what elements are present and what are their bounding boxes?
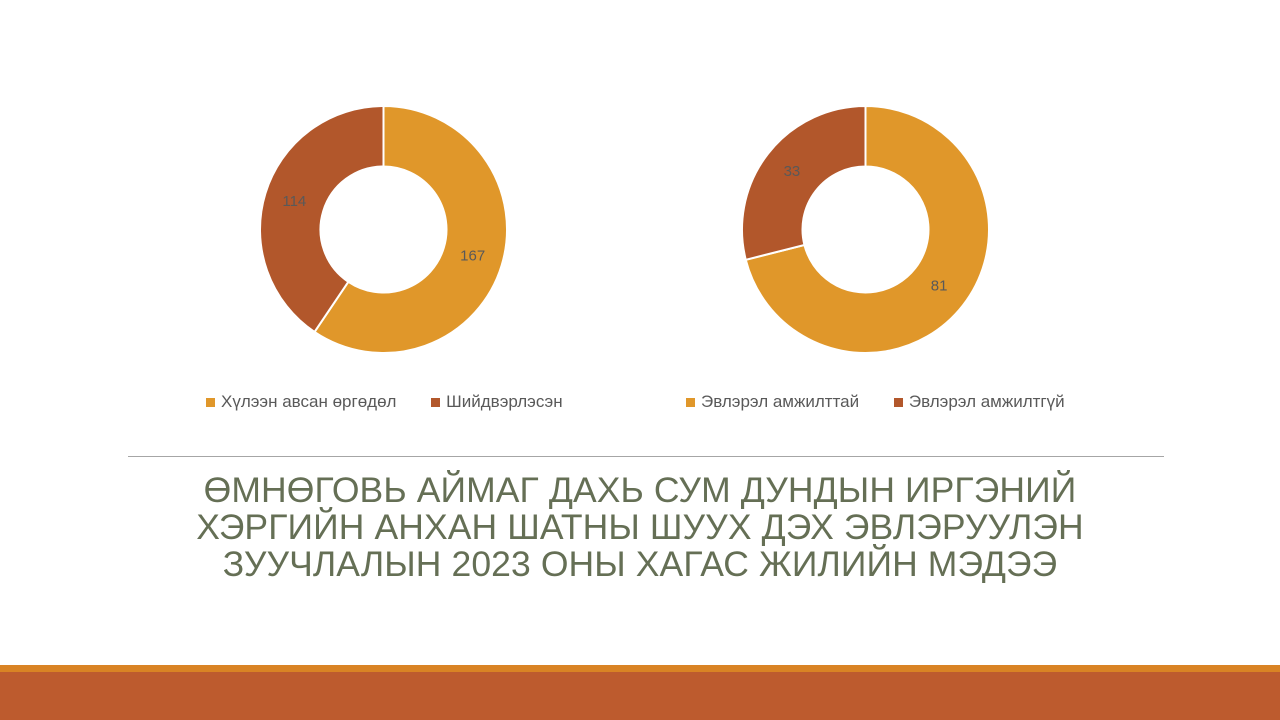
svg-text:81: 81 xyxy=(930,278,947,295)
svg-text:167: 167 xyxy=(460,248,485,265)
svg-text:114: 114 xyxy=(282,193,306,210)
svg-text:33: 33 xyxy=(783,163,800,180)
